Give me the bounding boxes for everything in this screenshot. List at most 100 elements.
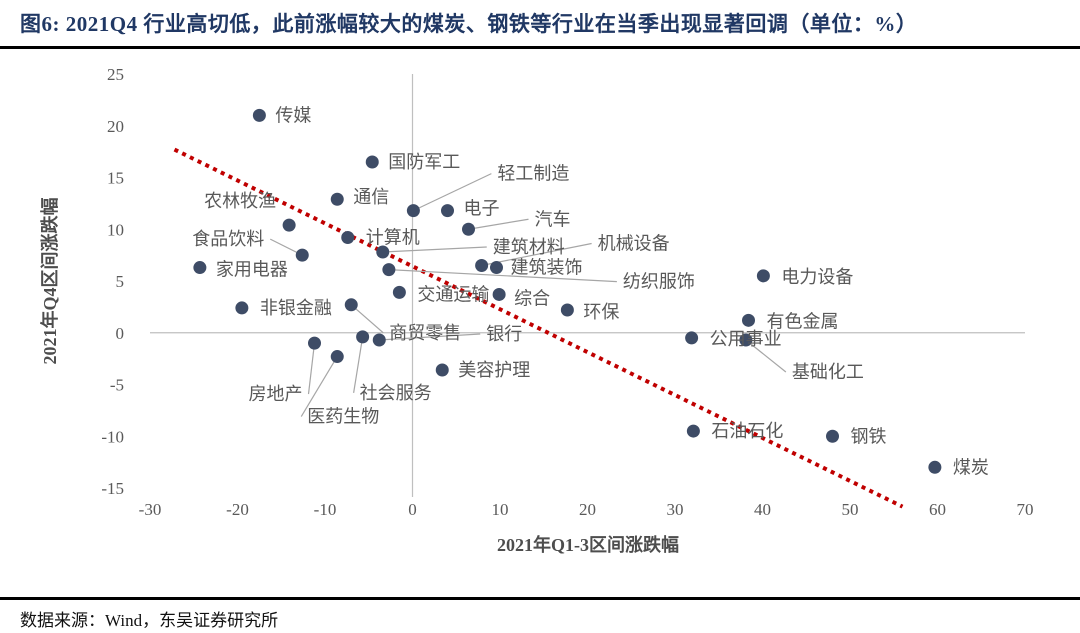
point-label: 汽车 [535,209,571,229]
point-label: 非银金融 [260,298,332,318]
point-label: 计算机 [366,228,420,248]
point-label: 通信 [353,187,389,207]
point-label: 环保 [583,302,619,322]
scatter-point [462,222,475,236]
leader-line [382,246,487,253]
leader-line [745,339,787,373]
point-label: 钢铁 [851,426,887,446]
leader-line [350,304,384,334]
x-tick-label: 30 [667,500,684,519]
x-axis-title: 2021年Q1-3区间涨跌幅 [497,534,679,555]
point-label: 商贸零售 [389,323,461,343]
scatter-point [365,155,379,169]
leader-line [468,218,529,230]
scatter-point [441,204,454,218]
scatter-point [392,285,406,299]
x-tick-label: 0 [408,500,417,519]
data-source: 数据来源：Wind，东吴证券研究所 [20,611,279,630]
point-label: 交通运输 [417,284,489,304]
point-label: 电力设备 [781,267,853,287]
scatter-point [252,108,266,122]
scatter-point [406,204,420,218]
point-label: 有色金属 [767,311,839,331]
scatter-point [826,429,839,443]
leader-line [353,336,364,393]
point-label: 电子 [464,199,500,219]
x-tick-label: 10 [492,500,509,519]
y-tick-label: 15 [107,169,124,188]
scatter-point [372,333,386,347]
scatter-point [330,192,344,206]
scatter-point [341,231,355,245]
x-tick-label: 70 [1017,500,1034,519]
y-tick-label: -15 [101,479,124,498]
leader-line [481,242,592,267]
point-label: 建筑装饰 [511,258,583,278]
x-tick-label: 60 [929,500,946,519]
point-label: 机械设备 [598,233,670,253]
scatter-point [686,424,700,438]
point-label: 国防军工 [388,152,460,172]
point-label: 综合 [514,288,550,308]
point-label: 家用电器 [216,260,288,280]
y-tick-label: 25 [107,65,124,84]
x-tick-label: -10 [314,500,337,519]
trendline [173,147,904,509]
y-tick-label: -5 [110,376,124,395]
scatter-point [435,363,449,377]
y-tick-label: 5 [116,272,125,291]
scatter-point [193,261,207,275]
point-label: 房地产 [249,384,303,404]
leader-line [388,269,617,283]
scatter-point [344,298,358,312]
scatter-point [235,301,249,315]
y-tick-label: -10 [101,427,124,446]
footer-divider [0,597,1080,600]
scatter-point [376,245,390,259]
y-axis-title: 2021年Q4区间涨跌幅 [39,197,60,364]
y-tick-label: 20 [107,117,124,136]
point-label: 美容护理 [458,360,530,380]
point-label: 轻工制造 [497,164,569,184]
point-label: 食品饮料 [192,229,264,249]
scatter-point [490,261,503,275]
scatter-point [756,269,770,283]
scatter-point [308,336,321,350]
leader-line [300,356,338,417]
scatter-point [295,248,309,262]
scatter-point [382,263,396,277]
leader-line [413,173,492,212]
scatter-point [560,303,574,317]
x-tick-label: -20 [226,500,249,519]
y-tick-label: 0 [116,324,125,343]
scatter-point [739,333,753,347]
title-divider [0,46,1080,49]
point-label: 纺织服饰 [623,272,695,292]
scatter-point [475,258,489,272]
point-label: 传媒 [275,105,311,125]
scatter-point [330,350,344,364]
x-tick-label: 50 [842,500,859,519]
x-tick-label: 40 [754,500,771,519]
point-label: 建筑材料 [493,237,565,257]
point-label: 农林牧渔 [204,191,276,211]
leader-line [307,343,316,395]
scatter-point [685,331,699,345]
scatter-point [742,313,755,327]
x-tick-label: 20 [579,500,596,519]
point-label: 石油石化 [711,421,783,441]
y-tick-label: 10 [107,220,124,239]
x-tick-label: -30 [139,500,162,519]
point-label: 医药生物 [307,407,379,427]
point-label: 银行 [486,324,522,344]
figure-title: 图6: 2021Q4 行业高切低，此前涨幅较大的煤炭、钢铁等行业在当季出现显著回… [20,12,918,36]
leader-line [379,333,481,341]
point-label: 煤炭 [953,457,989,477]
point-label: 社会服务 [360,383,432,403]
scatter-point [356,330,370,344]
scatter-point [282,218,296,232]
scatter-point [928,460,942,474]
point-label: 基础化工 [792,362,864,382]
